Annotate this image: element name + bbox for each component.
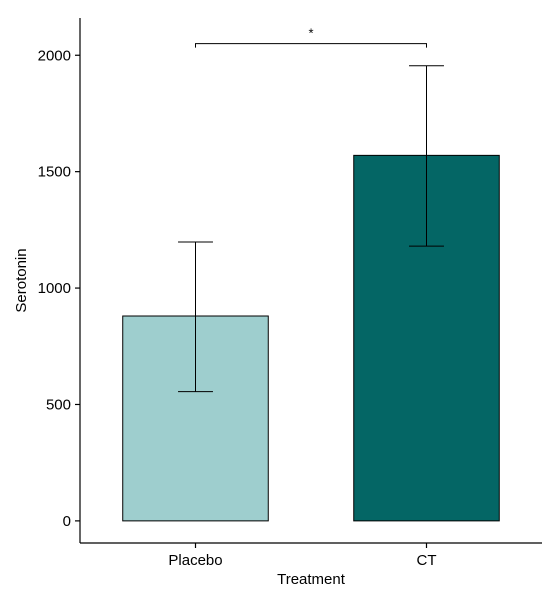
y-tick-label: 500	[46, 396, 71, 413]
y-axis-ticks: 0 500 1000 1500 2000	[38, 47, 80, 530]
x-axis-title: Treatment	[277, 571, 346, 588]
y-axis-title: Serotonin	[13, 248, 30, 312]
y-tick-label: 2000	[38, 47, 71, 64]
error-bar-ct	[409, 65, 444, 247]
significance-label: *	[308, 26, 313, 41]
x-tick-label: CT	[417, 552, 437, 569]
x-tick-label: Placebo	[168, 552, 222, 569]
y-tick-label: 1000	[38, 280, 71, 297]
y-tick-label: 0	[63, 513, 71, 530]
significance-line	[195, 43, 427, 48]
bar-ct	[353, 154, 500, 522]
error-bars	[178, 65, 444, 393]
error-bar-placebo	[178, 241, 213, 393]
y-tick-label: 1500	[38, 164, 71, 181]
x-axis-ticks: Placebo CT	[168, 543, 437, 569]
significance-bracket: *	[195, 26, 427, 48]
bars	[122, 154, 500, 522]
